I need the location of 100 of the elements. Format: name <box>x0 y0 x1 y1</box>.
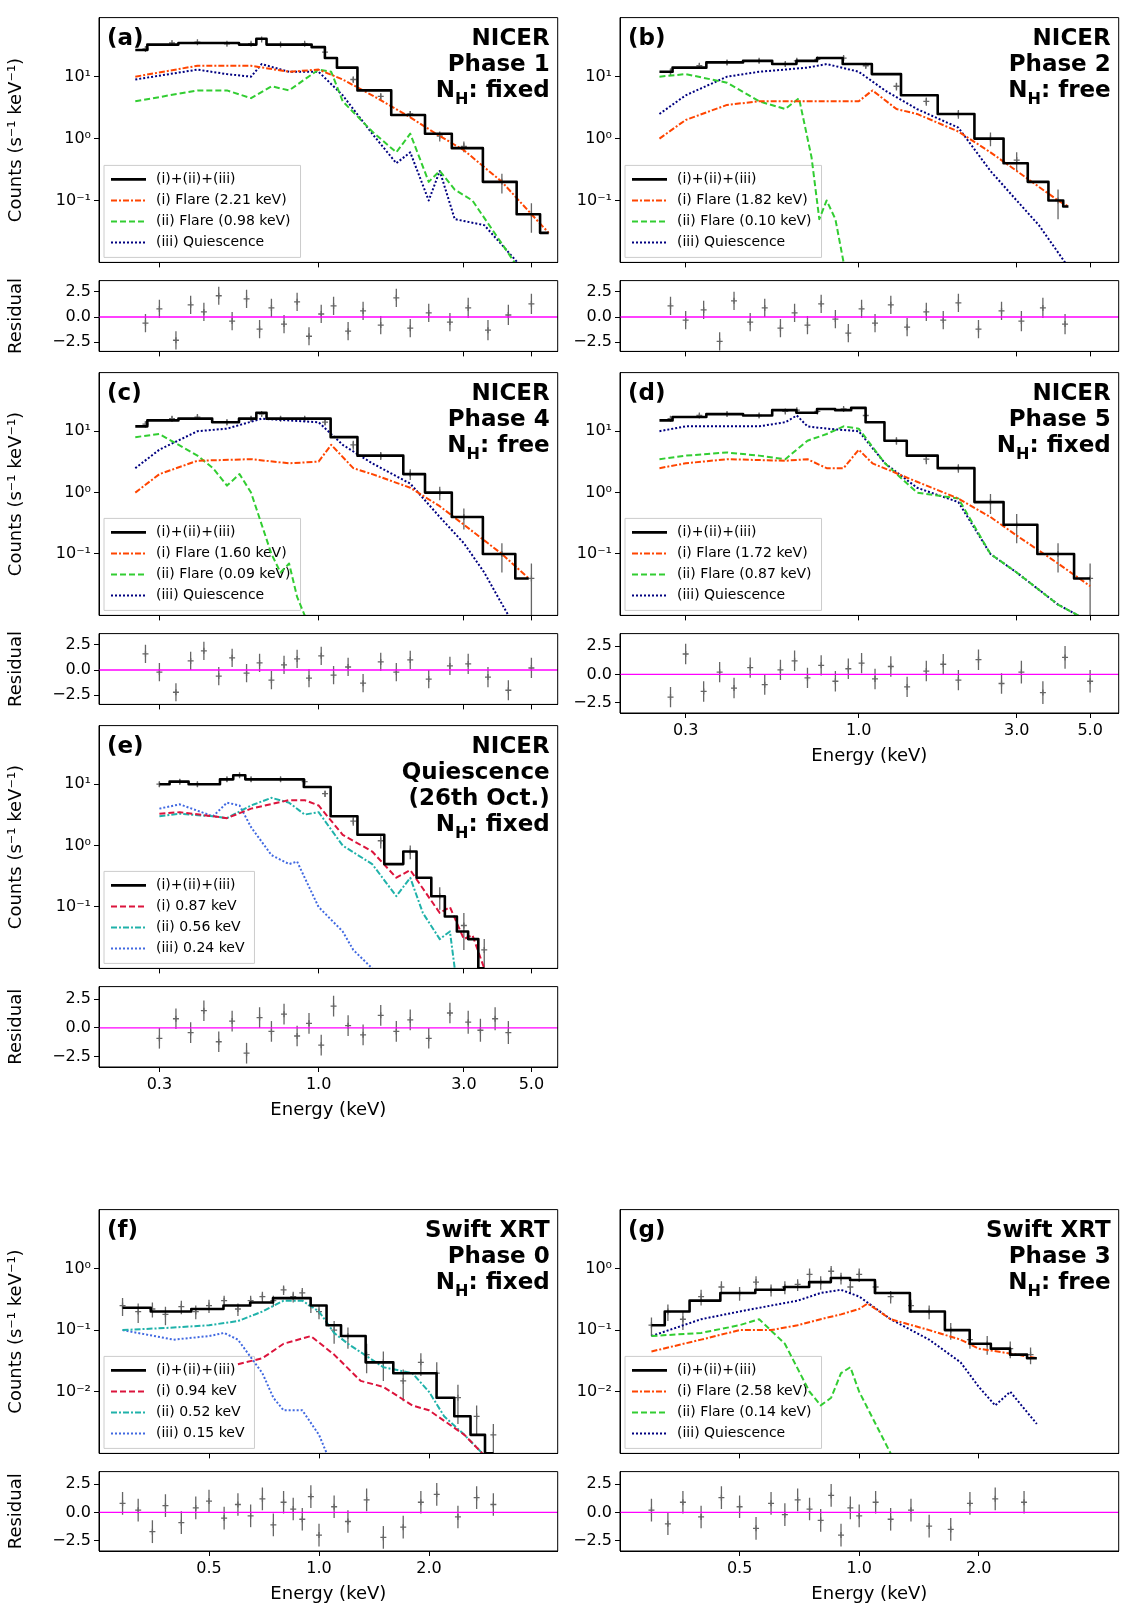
legend-label: (iii) Quiescence <box>677 1424 786 1441</box>
legend-label: (i) Flare (1.72 keV) <box>677 544 808 561</box>
y-tick-label: 10¹ <box>64 65 91 85</box>
annotation: NICER <box>471 731 550 758</box>
annotation: Quiescence <box>401 757 550 784</box>
annotation: Phase 0 <box>447 1241 550 1268</box>
annotation: Phase 5 <box>1008 404 1111 431</box>
legend-label: (i) Flare (2.21 keV) <box>156 191 287 208</box>
annotation: (g) <box>628 1215 666 1242</box>
y-tick-label: 2.5 <box>586 635 612 655</box>
legend-label: (i)+(ii)+(iii) <box>156 170 236 187</box>
y-tick-label: 10⁻¹ <box>55 189 91 209</box>
annotation: NICER <box>1032 23 1111 50</box>
annotation: (26th Oct.) <box>408 783 550 810</box>
y-axis-title: Residual <box>4 1473 26 1550</box>
legend-label: (ii) Flare (0.10 keV) <box>677 212 812 229</box>
annotation: Phase 4 <box>447 404 550 431</box>
x-tick-label: 5.0 <box>1077 719 1103 739</box>
y-axis-title: Residual <box>4 988 26 1065</box>
legend-label: (i) 0.87 keV <box>156 897 238 914</box>
y-tick-label: 0.0 <box>586 306 612 326</box>
annotation: Swift XRT <box>424 1215 551 1242</box>
x-tick-label: 1.0 <box>846 719 872 739</box>
x-tick-label: 1.0 <box>305 1073 332 1093</box>
x-tick-label: 3.0 <box>451 1073 477 1093</box>
y-tick-label: 10⁻¹ <box>55 1319 91 1339</box>
annotation: (a) <box>107 23 144 50</box>
legend-label: (ii) Flare (0.98 keV) <box>156 212 291 229</box>
legend-label: (i) Flare (1.60 keV) <box>156 544 287 561</box>
y-axis-title: Counts (s⁻¹ keV⁻¹) <box>4 764 26 930</box>
legend-label: (ii) 0.52 keV <box>156 1403 241 1420</box>
y-tick-label: 0.0 <box>65 306 91 326</box>
y-tick-label: −2.5 <box>52 1529 91 1549</box>
y-axis-title: Counts (s⁻¹ keV⁻¹) <box>4 411 26 577</box>
legend-label: (i)+(ii)+(iii) <box>156 1361 236 1378</box>
legend-label: (iii) Quiescence <box>677 233 786 250</box>
y-tick-label: 10⁻¹ <box>576 1319 612 1339</box>
y-tick-label: 2.5 <box>65 1473 91 1493</box>
legend-label: (ii) Flare (0.87 keV) <box>677 565 812 582</box>
x-axis-title: Energy (keV) <box>270 1581 387 1603</box>
y-axis-title: Counts (s⁻¹ keV⁻¹) <box>4 1249 26 1414</box>
x-axis-title: Energy (keV) <box>811 1581 928 1603</box>
legend-label: (i)+(ii)+(iii) <box>677 523 757 540</box>
y-tick-label: 10⁰ <box>64 1257 91 1277</box>
annotation: Phase 3 <box>1008 1241 1111 1268</box>
y-tick-label: 10⁰ <box>585 127 612 147</box>
y-tick-label: −2.5 <box>573 331 612 351</box>
y-tick-label: 10⁰ <box>64 127 91 147</box>
legend-label: (iii) Quiescence <box>156 233 265 250</box>
annotation: (b) <box>628 23 666 50</box>
legend-label: (i) Flare (2.58 keV) <box>677 1382 808 1399</box>
legend-label: (i)+(ii)+(iii) <box>156 523 236 540</box>
legend-label: (i)+(ii)+(iii) <box>677 1361 757 1378</box>
x-tick-label: 2.0 <box>966 1557 992 1577</box>
annotation: (f) <box>107 1215 139 1242</box>
y-tick-label: 10⁻¹ <box>576 543 612 563</box>
x-tick-label: 1.0 <box>846 1557 872 1577</box>
annotation: NICER <box>471 378 550 405</box>
annotation: (d) <box>628 378 666 405</box>
y-tick-label: 10⁻¹ <box>576 189 612 209</box>
y-tick-label: −2.5 <box>52 331 91 351</box>
y-tick-label: 2.5 <box>65 988 91 1008</box>
y-tick-label: 0.0 <box>65 1501 91 1521</box>
y-tick-label: 0.0 <box>65 1017 91 1037</box>
y-tick-label: 0.0 <box>586 663 612 683</box>
annotation: Phase 1 <box>447 49 550 76</box>
x-tick-label: 2.0 <box>416 1557 442 1577</box>
x-tick-label: 0.3 <box>146 1073 173 1093</box>
y-tick-label: 10¹ <box>64 773 91 793</box>
legend-label: (ii) 0.56 keV <box>156 918 241 935</box>
x-tick-label: 0.5 <box>726 1557 753 1577</box>
y-axis-title: Residual <box>4 277 26 355</box>
y-tick-label: 2.5 <box>586 280 612 300</box>
x-tick-label: 5.0 <box>518 1073 545 1093</box>
legend-label: (iii) Quiescence <box>677 586 786 603</box>
y-tick-label: 10⁰ <box>585 481 612 501</box>
legend-label: (i) 0.94 keV <box>156 1382 238 1399</box>
y-tick-label: 10⁰ <box>64 834 91 854</box>
x-axis-title: Energy (keV) <box>811 743 928 765</box>
y-tick-label: 10⁻² <box>55 1380 91 1400</box>
y-tick-label: −2.5 <box>52 1045 91 1065</box>
y-tick-label: 2.5 <box>65 633 91 653</box>
x-tick-label: 0.3 <box>672 719 699 739</box>
legend-label: (ii) Flare (0.14 keV) <box>677 1403 812 1420</box>
x-tick-label: 0.5 <box>196 1557 222 1577</box>
annotation: Swift XRT <box>985 1215 1112 1242</box>
y-tick-label: −2.5 <box>52 684 91 704</box>
legend-label: (ii) Flare (0.09 keV) <box>156 565 291 582</box>
x-tick-label: 3.0 <box>1003 719 1030 739</box>
legend-label: (iii) Quiescence <box>156 586 265 603</box>
annotation: Phase 2 <box>1008 49 1111 76</box>
y-tick-label: 10¹ <box>64 420 91 440</box>
y-tick-label: −2.5 <box>573 691 612 711</box>
y-tick-label: 10⁰ <box>64 481 91 501</box>
y-tick-label: 2.5 <box>586 1473 612 1493</box>
y-tick-label: 2.5 <box>65 280 91 300</box>
y-tick-label: 0.0 <box>586 1501 612 1521</box>
annotation: NICER <box>471 23 550 50</box>
y-tick-label: 10¹ <box>585 65 612 85</box>
y-axis-title: Residual <box>4 630 26 708</box>
